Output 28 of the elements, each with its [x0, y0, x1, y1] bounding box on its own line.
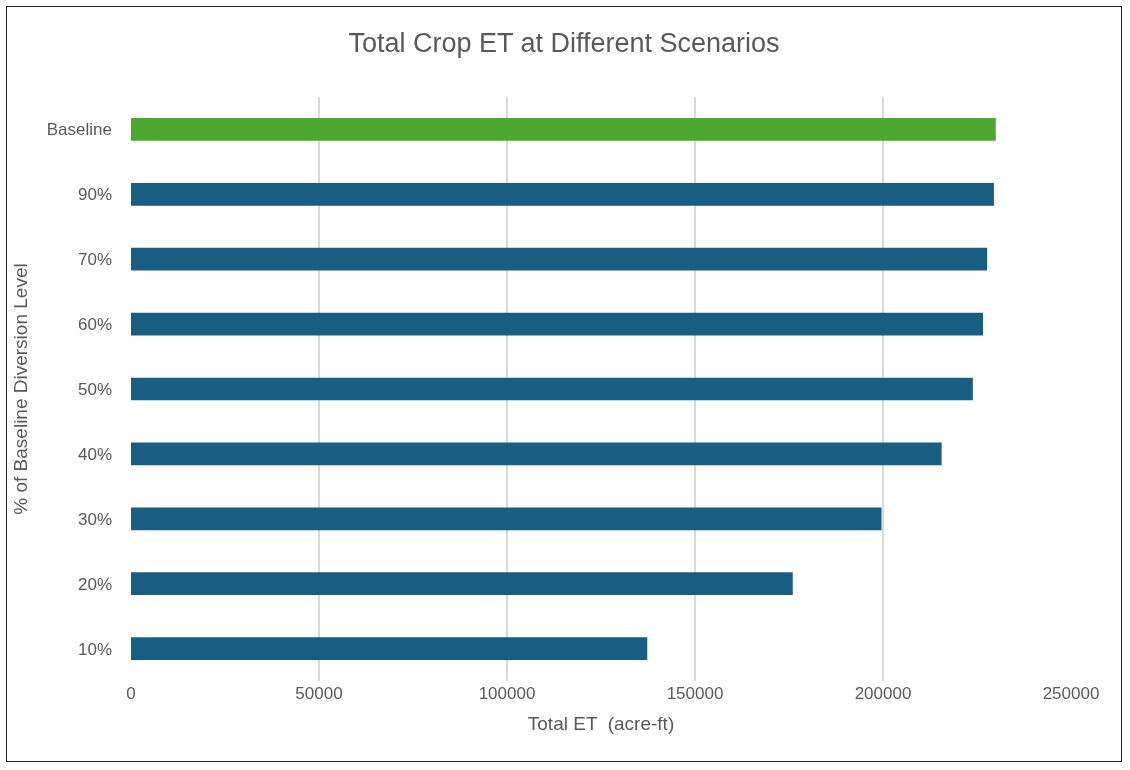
chart-title: Total Crop ET at Different Scenarios [348, 28, 780, 59]
bar [131, 312, 984, 336]
x-tick-label: 200000 [854, 684, 912, 703]
x-tick-label: 50000 [295, 684, 343, 703]
y-tick-label: 10% [77, 639, 112, 659]
bar [131, 377, 973, 401]
y-axis-title: % of Baseline Diversion Level [9, 263, 31, 515]
x-tick-label: 100000 [478, 684, 536, 703]
y-tick-label: 30% [77, 509, 112, 529]
y-tick-label: 50% [77, 379, 112, 399]
x-tick-label: 250000 [1042, 684, 1100, 703]
y-tick-label: 60% [77, 315, 112, 335]
x-tick-label: 150000 [666, 684, 724, 703]
x-axis-title: Total ET (acre-ft) [527, 712, 675, 734]
bar [131, 247, 988, 271]
bar [131, 572, 793, 596]
bar [131, 442, 942, 466]
y-tick-label: 70% [77, 250, 112, 270]
chart-frame: 0 50000 100000 150000 200000 250000 Baseline 90% 70% 60% 50% 40% 30% 20% 10% Total Crop ET at Different Scenarios Total ET (acre-ft) % of Baseline Diversion Level [6, 6, 1122, 762]
bar [131, 182, 994, 206]
x-tick-label: 0 [126, 684, 136, 703]
y-tick-label: 20% [77, 574, 112, 594]
y-tick-label: Baseline [46, 120, 112, 140]
bar [131, 507, 882, 531]
bar [131, 118, 996, 141]
bar [131, 637, 648, 660]
y-tick-label: 40% [77, 444, 112, 464]
y-tick-label: 90% [77, 185, 112, 205]
